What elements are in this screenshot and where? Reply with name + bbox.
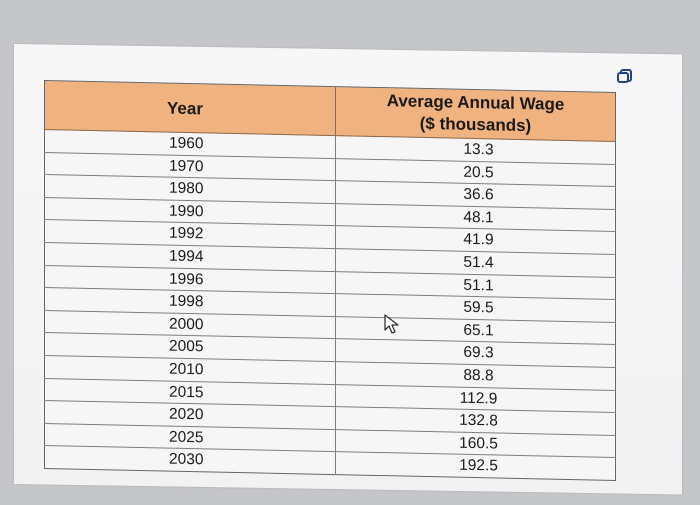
data-table: Year Average Annual Wage ($ thousands) 1… [44, 80, 616, 481]
wage-header-label-line1: Average Annual Wage [386, 91, 565, 114]
table-body: 1960 13.3 1970 20.5 1980 36.6 1990 48.1 1992 41.9… [44, 129, 616, 481]
wage-column-header: Average Annual Wage ($ thousands) [335, 86, 616, 142]
year-header-label: Year [167, 98, 203, 118]
wage-header-label-line2: ($ thousands) [419, 113, 532, 136]
year-column-header: Year [44, 80, 336, 136]
copy-icon[interactable] [616, 68, 634, 84]
arrow-cursor-icon [384, 314, 399, 334]
